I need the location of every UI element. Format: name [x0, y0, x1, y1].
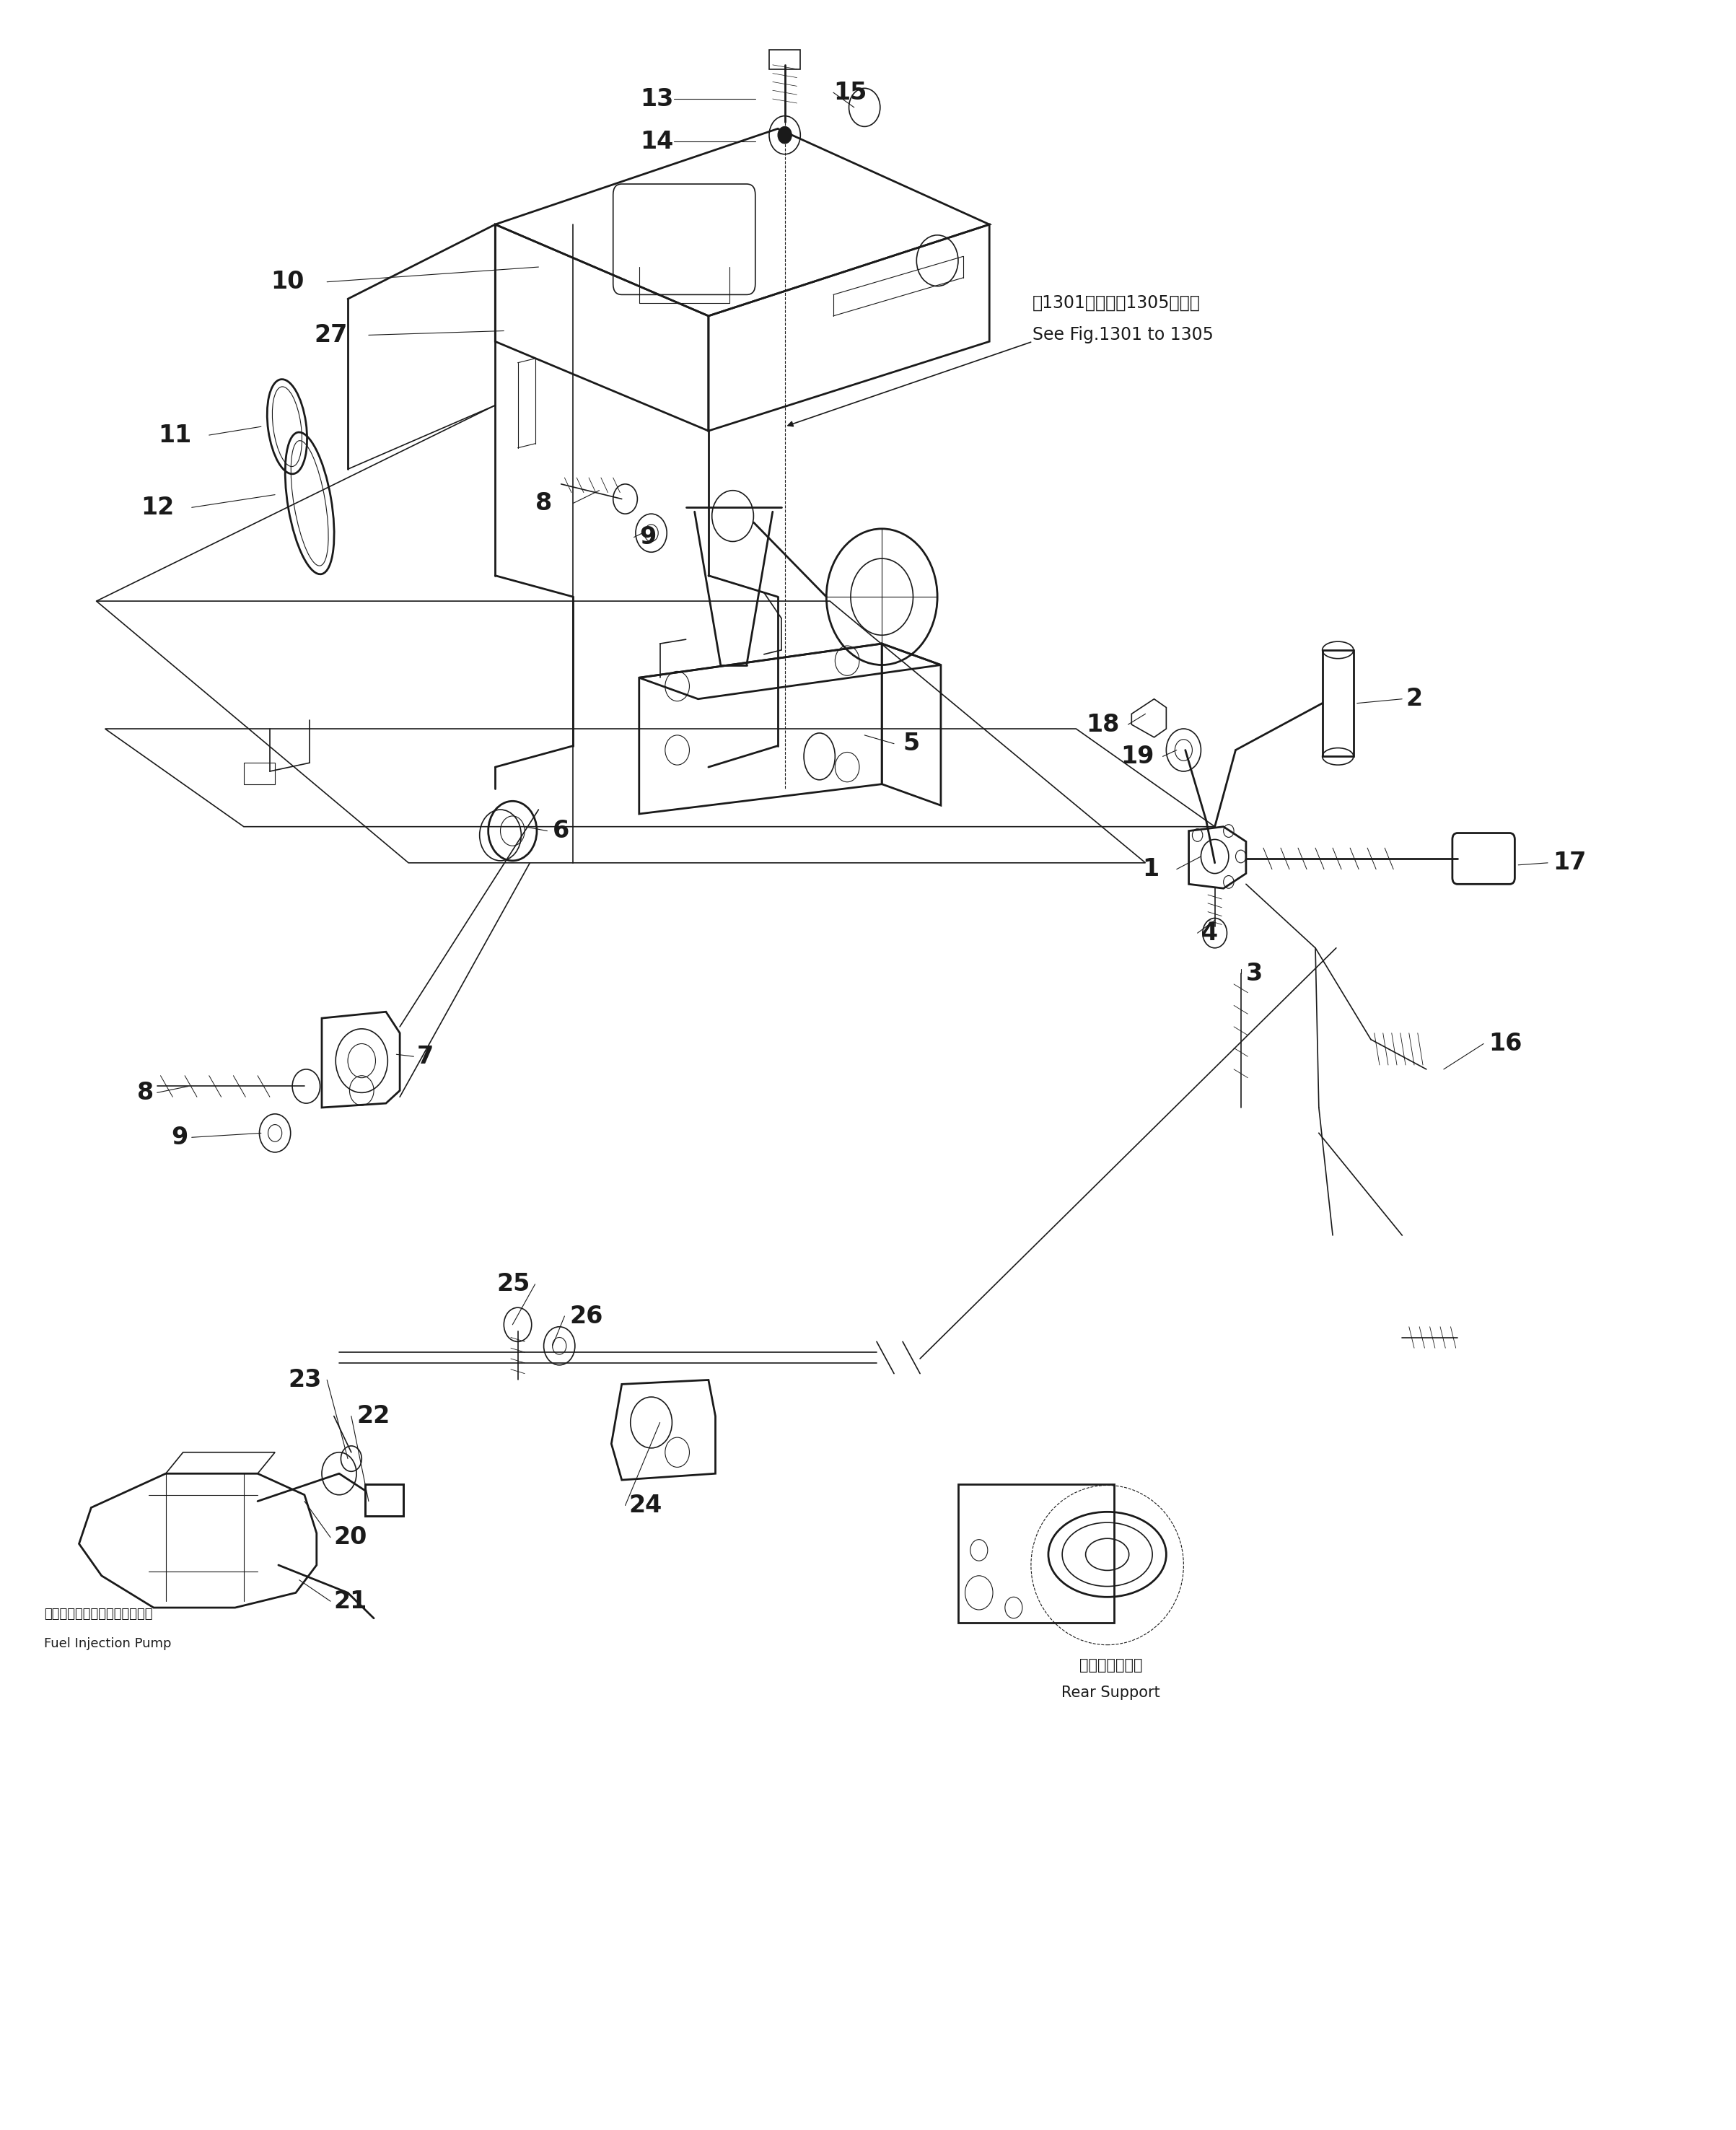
Text: 15: 15: [833, 81, 866, 104]
Text: Rear Support: Rear Support: [1061, 1685, 1160, 1700]
Text: 16: 16: [1489, 1031, 1522, 1056]
Text: 7: 7: [417, 1044, 434, 1069]
Text: 1: 1: [1142, 856, 1160, 882]
Bar: [365, 1485, 403, 1517]
Text: 6: 6: [552, 820, 569, 843]
Text: 8: 8: [536, 492, 552, 515]
Circle shape: [778, 126, 792, 143]
Text: 27: 27: [314, 324, 347, 347]
Text: 5: 5: [903, 733, 920, 756]
Text: 26: 26: [569, 1304, 602, 1327]
Text: 12: 12: [141, 496, 174, 520]
Text: 8: 8: [137, 1080, 153, 1105]
Text: 9: 9: [172, 1125, 187, 1150]
Text: Fuel Injection Pump: Fuel Injection Pump: [45, 1638, 172, 1651]
Text: 20: 20: [333, 1525, 368, 1549]
Text: リヤーサポート: リヤーサポート: [1080, 1657, 1142, 1672]
Text: 22: 22: [356, 1404, 391, 1427]
Bar: [958, 1485, 1115, 1623]
Text: 4: 4: [1201, 920, 1217, 946]
Text: 10: 10: [271, 271, 304, 294]
Text: フェルインジェクションポンプ: フェルインジェクションポンプ: [45, 1608, 153, 1621]
Text: 25: 25: [496, 1272, 529, 1295]
Text: See Fig.1301 to 1305: See Fig.1301 to 1305: [1033, 326, 1213, 343]
Text: 17: 17: [1554, 850, 1587, 875]
Text: 23: 23: [288, 1367, 321, 1391]
Text: 18: 18: [1087, 714, 1120, 737]
Text: 2: 2: [1406, 688, 1422, 711]
Text: 19: 19: [1121, 746, 1154, 769]
Bar: [243, 763, 274, 784]
Text: 11: 11: [158, 424, 191, 447]
Text: 13: 13: [641, 87, 674, 111]
Text: 第1301図から第1305図参照: 第1301図から第1305図参照: [1033, 294, 1201, 311]
Text: 24: 24: [628, 1493, 661, 1517]
Text: 14: 14: [641, 130, 674, 153]
Text: 21: 21: [333, 1589, 368, 1612]
Text: 9: 9: [639, 526, 656, 550]
Bar: [365, 1485, 403, 1517]
Bar: [769, 49, 800, 68]
Text: 3: 3: [1246, 961, 1262, 986]
